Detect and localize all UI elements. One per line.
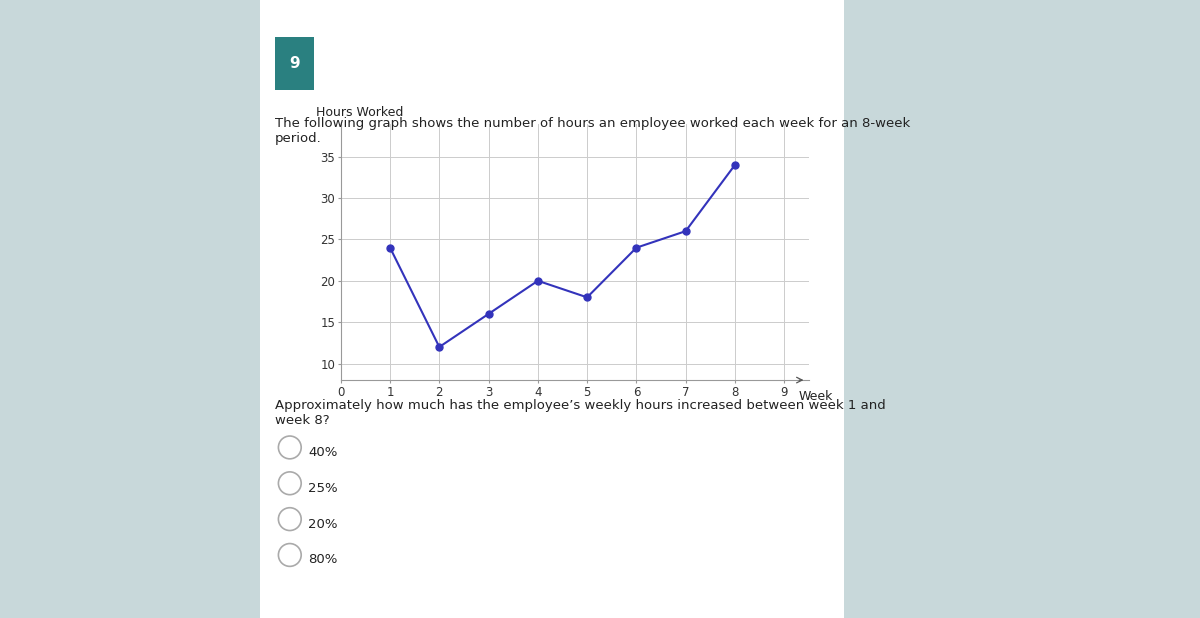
Text: Week: Week: [799, 390, 833, 403]
Text: 25%: 25%: [308, 481, 338, 495]
Text: 80%: 80%: [308, 553, 337, 567]
Text: Hours Worked: Hours Worked: [316, 106, 403, 119]
Text: The following graph shows the number of hours an employee worked each week for a: The following graph shows the number of …: [275, 117, 910, 145]
Text: 9: 9: [289, 56, 300, 71]
Text: 40%: 40%: [308, 446, 337, 459]
Text: Approximately how much has the employee’s weekly hours increased between week 1 : Approximately how much has the employee’…: [275, 399, 886, 426]
Text: 20%: 20%: [308, 517, 338, 531]
